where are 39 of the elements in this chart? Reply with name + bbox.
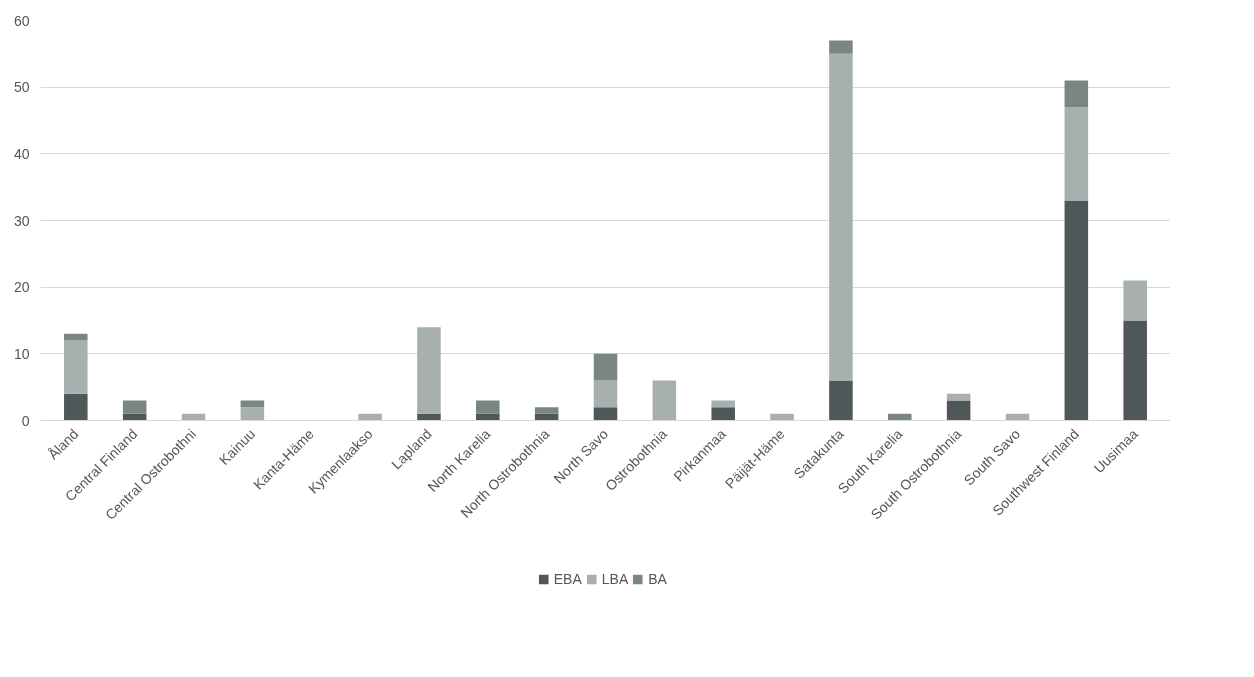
bar — [64, 393, 88, 421]
bar — [1064, 200, 1089, 421]
bar — [534, 407, 559, 414]
bar — [417, 413, 441, 421]
bar — [711, 407, 735, 421]
bar — [1123, 320, 1147, 421]
bar — [64, 333, 88, 341]
y-tick-label: 30 — [13, 212, 30, 229]
y-tick-label: 0 — [21, 412, 30, 429]
bar — [1064, 107, 1089, 201]
bar — [64, 340, 88, 394]
bar — [240, 407, 265, 421]
bar — [829, 40, 853, 54]
legend-label: BA — [648, 570, 668, 587]
bar — [122, 400, 147, 414]
y-tick-label: 50 — [13, 79, 30, 96]
y-tick-label: 40 — [13, 145, 30, 162]
bar — [476, 413, 500, 421]
bar — [593, 353, 618, 381]
bar — [358, 413, 382, 421]
bar — [417, 327, 441, 414]
bar — [652, 380, 677, 421]
bar — [946, 393, 971, 401]
bar — [1064, 80, 1089, 108]
y-tick-label: 10 — [13, 345, 30, 362]
bar — [829, 380, 853, 421]
y-tick-label: 20 — [13, 279, 30, 296]
bar — [888, 413, 912, 421]
bar — [829, 53, 853, 381]
bar — [476, 400, 500, 414]
bar — [711, 400, 735, 408]
legend-label: LBA — [601, 570, 629, 587]
y-tick-label: 60 — [13, 12, 30, 29]
bar — [946, 400, 971, 421]
legend-label: EBA — [553, 570, 582, 587]
bar — [593, 380, 618, 408]
bar — [593, 407, 618, 421]
bar — [770, 413, 794, 421]
bar — [1123, 280, 1147, 321]
